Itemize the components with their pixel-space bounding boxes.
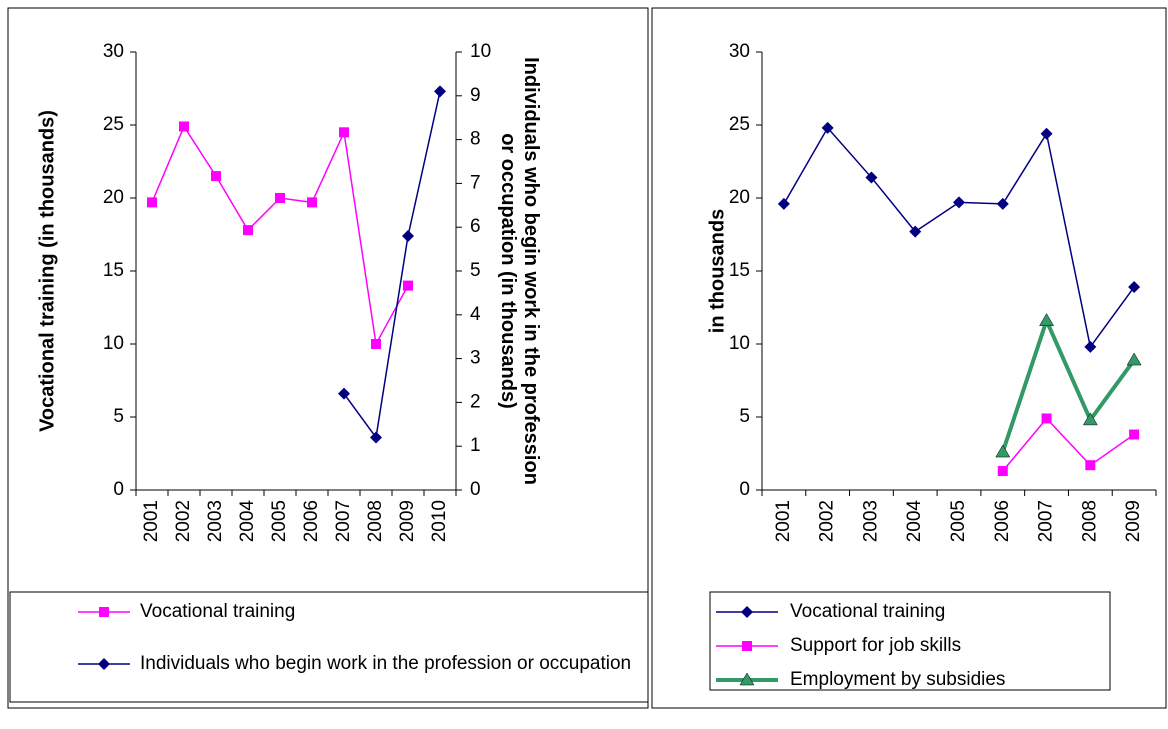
series-line	[783, 126, 1135, 349]
data-point	[338, 387, 350, 400]
data-point	[275, 193, 285, 203]
y2-tick-label: 2	[470, 391, 481, 412]
x-tick-label: 2004	[237, 500, 258, 543]
data-point	[1085, 460, 1096, 471]
data-point	[1128, 281, 1141, 294]
data-point	[402, 229, 414, 242]
legend-marker	[739, 672, 755, 686]
data-point	[821, 121, 834, 134]
series-line	[343, 91, 441, 440]
data-point	[307, 197, 317, 208]
legend-box	[709, 591, 1111, 691]
y-axis-label: in thousands	[706, 209, 728, 333]
x-tick-label: 2009	[397, 500, 418, 542]
y-tick-label: 15	[103, 260, 124, 281]
data-point	[371, 339, 381, 349]
y2-tick-label: 8	[470, 129, 481, 150]
y-tick-label: 20	[103, 187, 124, 208]
x-tick-label: 2005	[269, 500, 290, 542]
x-tick-label: 2002	[817, 500, 838, 542]
x-tick-label: 2001	[773, 500, 794, 542]
panel-frame	[7, 7, 649, 709]
legend-label: Individuals who begin work in the profes…	[140, 653, 631, 674]
y2-tick-label: 5	[470, 260, 481, 281]
x-tick-label: 2010	[429, 500, 450, 542]
data-point	[1041, 413, 1052, 424]
y-tick-label: 5	[113, 406, 124, 427]
x-tick-label: 2005	[948, 500, 969, 542]
data-point	[1039, 313, 1054, 326]
data-point	[865, 171, 878, 184]
x-tick-label: 2006	[301, 500, 322, 542]
data-point	[434, 85, 446, 98]
legend-label: Employment by subsidies	[790, 669, 1005, 690]
data-point	[211, 171, 221, 182]
y-tick-label: 15	[729, 260, 750, 281]
y2-tick-label: 0	[470, 479, 481, 500]
series-line	[151, 124, 409, 347]
x-tick-label: 2002	[173, 500, 194, 542]
data-point	[909, 225, 922, 238]
data-point	[1040, 127, 1053, 140]
legend-marker	[99, 607, 109, 617]
y2-tick-label: 1	[470, 435, 481, 456]
data-point	[1084, 340, 1097, 353]
y-tick-label: 25	[103, 114, 124, 135]
x-tick-label: 2007	[333, 500, 354, 542]
y2-tick-label: 9	[470, 85, 481, 106]
x-tick-label: 2008	[1079, 500, 1100, 542]
data-point	[953, 196, 965, 209]
x-tick-label: 2001	[141, 500, 162, 542]
y-tick-label: 0	[739, 479, 750, 500]
x-tick-label: 2008	[365, 500, 386, 542]
data-point	[370, 431, 382, 444]
legend-box	[9, 591, 649, 703]
x-tick-label: 2003	[205, 500, 226, 542]
legend-marker	[98, 658, 110, 670]
legend-label: Vocational training	[140, 601, 295, 622]
series-line	[1000, 315, 1136, 453]
y-tick-label: 20	[729, 187, 750, 208]
y-tick-label: 5	[739, 406, 750, 427]
data-point	[1082, 412, 1098, 426]
data-point	[996, 197, 1009, 210]
panel-frame	[651, 7, 1167, 709]
data-point	[339, 127, 349, 138]
y-tick-label: 30	[729, 41, 750, 62]
data-point	[147, 197, 157, 208]
y2-tick-label: 10	[470, 41, 491, 62]
legend-marker	[741, 606, 753, 618]
legend-label: Vocational training	[790, 601, 945, 622]
data-point	[179, 121, 189, 132]
y-tick-label: 25	[729, 114, 750, 135]
x-tick-label: 2007	[1036, 500, 1057, 542]
x-tick-label: 2004	[904, 500, 925, 543]
legend-marker	[742, 641, 752, 651]
legend-label: Support for job skills	[790, 635, 961, 656]
y2-axis-label: Individuals who begin work in the profes…	[497, 57, 542, 485]
data-point	[995, 444, 1011, 458]
data-point	[1129, 429, 1140, 440]
y2-tick-label: 4	[470, 304, 481, 325]
data-point	[777, 197, 790, 210]
x-tick-label: 2006	[992, 500, 1013, 542]
y-axis-label: Vocational training (in thousands)	[36, 110, 58, 432]
y-tick-label: 0	[113, 479, 124, 500]
data-point	[1126, 352, 1142, 366]
y-tick-label: 10	[729, 333, 750, 354]
y2-tick-label: 6	[470, 216, 481, 237]
data-point	[997, 466, 1008, 477]
data-point	[403, 280, 413, 291]
data-point	[243, 225, 253, 236]
x-tick-label: 2003	[860, 500, 881, 542]
y-tick-label: 30	[103, 41, 124, 62]
y-tick-label: 10	[103, 333, 124, 354]
series-line	[1002, 417, 1135, 472]
y2-tick-label: 3	[470, 348, 481, 369]
x-tick-label: 2009	[1123, 500, 1144, 542]
y2-tick-label: 7	[470, 172, 481, 193]
